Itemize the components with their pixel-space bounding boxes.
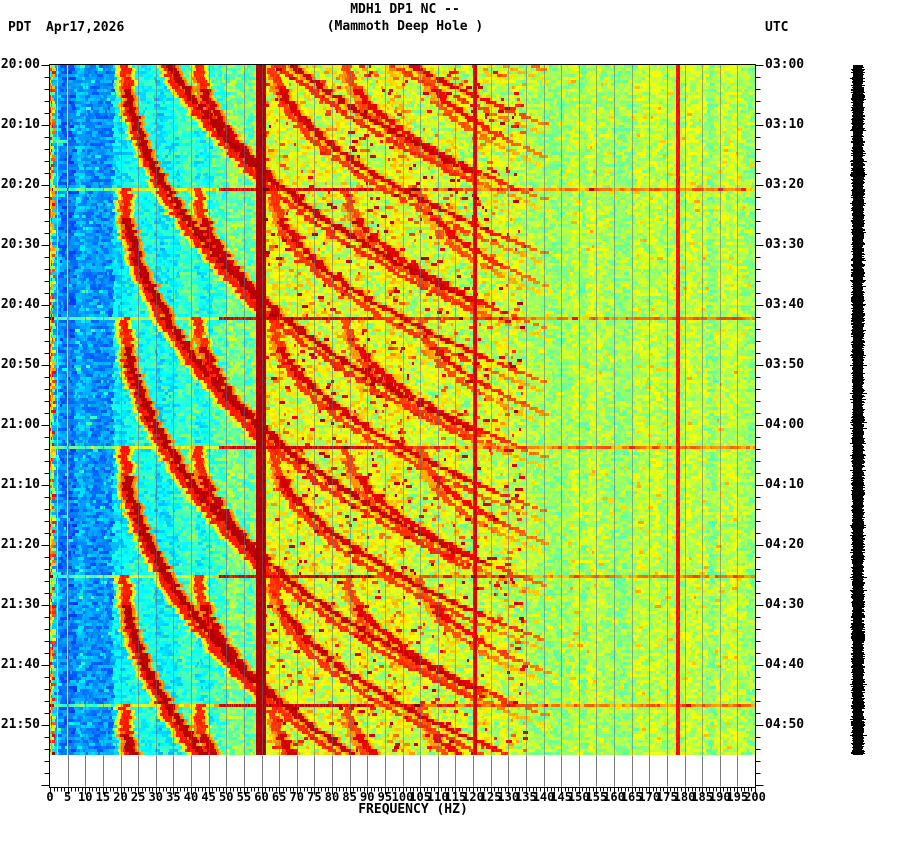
- freq-tick-label: 105: [409, 790, 431, 804]
- freq-tick-label: 50: [219, 790, 234, 804]
- freq-tick-label: 85: [342, 790, 357, 804]
- time-label-utc: 04:40: [765, 657, 805, 672]
- time-label-utc: 04:30: [765, 597, 805, 612]
- time-label-utc: 03:10: [765, 117, 805, 132]
- freq-tick-label: 120: [462, 790, 484, 804]
- freq-tick-label: 180: [673, 790, 696, 804]
- time-label-pdt: 20:00: [0, 57, 40, 72]
- freq-tick-label: 60: [254, 790, 269, 804]
- time-label-utc: 04:00: [765, 417, 805, 432]
- freq-tick-label: 175: [656, 790, 678, 804]
- freq-tick-label: 25: [130, 790, 146, 804]
- time-label-utc: 04:50: [765, 717, 805, 732]
- freq-tick-label: 200: [744, 790, 766, 804]
- time-label-pdt: 20:10: [0, 117, 40, 132]
- freq-tick-label: 10: [78, 790, 93, 804]
- freq-tick-label: 160: [603, 790, 625, 804]
- time-label-utc: 04:20: [765, 537, 805, 552]
- freq-tick-label: 140: [532, 790, 555, 804]
- freq-tick-label: 15: [95, 790, 111, 804]
- freq-tick-label: 35: [166, 790, 181, 804]
- freq-tick-label: 115: [444, 790, 467, 804]
- freq-tick-label: 125: [479, 790, 502, 804]
- x-axis-title: FREQUENCY (HZ): [358, 802, 468, 817]
- freq-tick-label: 110: [426, 790, 449, 804]
- freq-tick-label: 185: [691, 790, 713, 804]
- time-label-utc: 03:30: [765, 237, 805, 252]
- freq-tick-label: 45: [201, 790, 216, 804]
- freq-tick-label: 150: [567, 790, 590, 804]
- time-label-utc: 04:10: [765, 477, 805, 492]
- freq-tick-label: 75: [307, 790, 322, 804]
- freq-tick-label: 55: [236, 790, 252, 804]
- freq-tick-label: 40: [183, 790, 199, 804]
- time-label-utc: 03:50: [765, 357, 805, 372]
- freq-tick-label: 90: [360, 790, 375, 804]
- seismogram-trace-canvas: [850, 65, 868, 755]
- freq-tick-label: 100: [391, 790, 414, 804]
- time-label-pdt: 21:30: [0, 597, 40, 612]
- freq-tick-label: 155: [585, 790, 608, 804]
- time-label-pdt: 20:30: [0, 237, 40, 252]
- freq-tick-label: 165: [620, 790, 643, 804]
- freq-tick-label: 170: [638, 790, 661, 804]
- freq-tick-label: 190: [708, 790, 731, 804]
- time-label-utc: 03:00: [765, 57, 805, 72]
- freq-tick-label: 30: [148, 790, 163, 804]
- freq-tick-label: 145: [550, 790, 572, 804]
- freq-tick-label: 195: [726, 790, 749, 804]
- time-label-pdt: 20:20: [0, 177, 40, 192]
- freq-tick-label: 95: [377, 790, 393, 804]
- time-label-utc: 03:20: [765, 177, 805, 192]
- freq-tick-label: 130: [497, 790, 520, 804]
- freq-tick-label: 80: [324, 790, 340, 804]
- time-label-pdt: 20:40: [0, 297, 40, 312]
- time-label-pdt: 21:20: [0, 537, 40, 552]
- time-label-pdt: 21:40: [0, 657, 40, 672]
- time-label-pdt: 20:50: [0, 357, 40, 372]
- time-label-utc: 03:40: [765, 297, 805, 312]
- freq-tick-label: 0: [46, 790, 54, 804]
- freq-tick-label: 70: [289, 790, 304, 804]
- freq-tick-label: 5: [64, 790, 72, 804]
- spectrogram-canvas: [50, 65, 755, 755]
- freq-tick-label: 20: [113, 790, 128, 804]
- freq-tick-label: 135: [515, 790, 537, 804]
- time-label-pdt: 21:10: [0, 477, 40, 492]
- freq-tick-label: 65: [271, 790, 287, 804]
- time-label-pdt: 21:00: [0, 417, 40, 432]
- time-label-pdt: 21:50: [0, 717, 40, 732]
